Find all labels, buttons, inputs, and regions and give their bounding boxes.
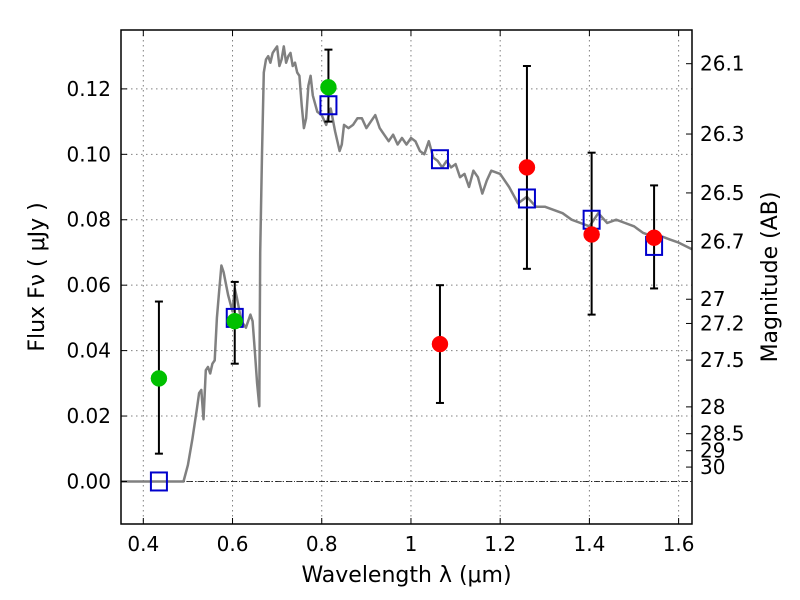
- model-spectrum-line: [121, 45, 693, 483]
- x-tick-label: 0.8: [306, 532, 338, 556]
- model-photometry-square: [149, 471, 168, 492]
- measured-point: [583, 226, 600, 243]
- data-markers: [149, 79, 664, 492]
- right-tick-label: 26.3: [700, 122, 745, 146]
- x-axis-ticks: 0.4 0.6 0.8 1 1.2 1.4 1.6: [127, 30, 695, 556]
- right-tick-label: 26.5: [700, 181, 745, 205]
- plot-frame: [120, 29, 693, 525]
- measured-point: [518, 159, 536, 176]
- y-tick-label: 0.10: [66, 142, 111, 166]
- y-tick-label: 0.12: [66, 77, 111, 101]
- right-tick-label: 27.5: [700, 348, 745, 372]
- model-photometry-square: [517, 188, 536, 209]
- x-tick-label: 1.6: [663, 532, 695, 556]
- y-tick-label: 0.04: [66, 339, 111, 363]
- right-axis-title: Magnitude (AB): [758, 192, 783, 363]
- right-tick-label: 28: [700, 395, 725, 419]
- x-tick-label: 1: [405, 532, 418, 556]
- right-tick-label: 29: [700, 439, 725, 463]
- right-tick-label: 26.7: [700, 229, 745, 253]
- model-photometry-square: [319, 95, 338, 116]
- x-axis-title: Wavelength λ (μm): [301, 563, 511, 588]
- y-tick-label: 0.00: [66, 469, 111, 493]
- model-spectrum: [121, 45, 693, 483]
- detection-point: [226, 312, 244, 330]
- right-tick-label: 26.1: [700, 52, 745, 76]
- right-tick-label: 28.5: [700, 422, 745, 446]
- right-tick-label: 27: [700, 287, 725, 311]
- x-tick-label: 1.2: [484, 532, 516, 556]
- x-tick-label: 0.6: [217, 532, 249, 556]
- y-axis-ticks: 0.00 0.02 0.04 0.06 0.08 0.10 0.12: [66, 77, 127, 493]
- detection-point: [320, 79, 337, 96]
- measured-point: [645, 229, 663, 246]
- right-tick-label: 27.2: [700, 311, 745, 335]
- y-axis-title: Flux Fν ( μJy ): [25, 202, 50, 351]
- error-bars: [154, 48, 659, 455]
- right-tick-label: 30: [700, 455, 725, 479]
- x-tick-label: 1.4: [573, 532, 605, 556]
- measured-point: [431, 335, 449, 353]
- detection-point: [150, 370, 168, 387]
- x-tick-label: 0.4: [127, 532, 159, 556]
- y-tick-label: 0.06: [66, 273, 111, 297]
- y-tick-label: 0.08: [66, 208, 111, 232]
- y-tick-label: 0.02: [66, 404, 111, 428]
- model-photometry-square: [430, 149, 449, 170]
